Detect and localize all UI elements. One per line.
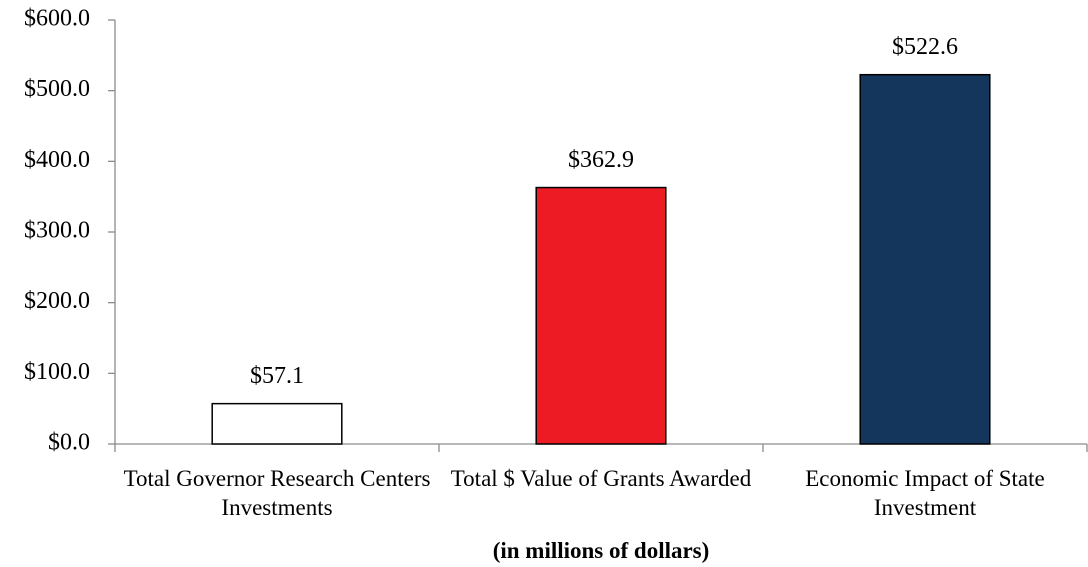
bar [535,186,667,445]
value-label: $522.6 [892,34,958,60]
bar [211,402,343,445]
y-tick-label: $0.0 [48,430,90,456]
bar [859,73,991,445]
y-tick-label: $300.0 [24,218,90,244]
x-tick-label: Economic Impact of State Investment [805,466,1045,520]
y-tick-label: $600.0 [24,6,90,32]
y-tick-label: $200.0 [24,288,90,314]
value-label: $362.9 [568,147,634,173]
value-label: $57.1 [250,363,304,389]
y-tick-label: $500.0 [24,76,90,102]
y-tick-label: $400.0 [24,147,90,173]
x-axis-label: (in millions of dollars) [492,538,710,563]
x-axis-label-box: (in millions of dollars) [0,538,1088,564]
x-tick-label: Total $ Value of Grants Awarded [450,466,752,491]
x-tick-label: Total Governor Research Centers Investme… [123,466,431,520]
y-tick-label: $100.0 [24,359,90,385]
